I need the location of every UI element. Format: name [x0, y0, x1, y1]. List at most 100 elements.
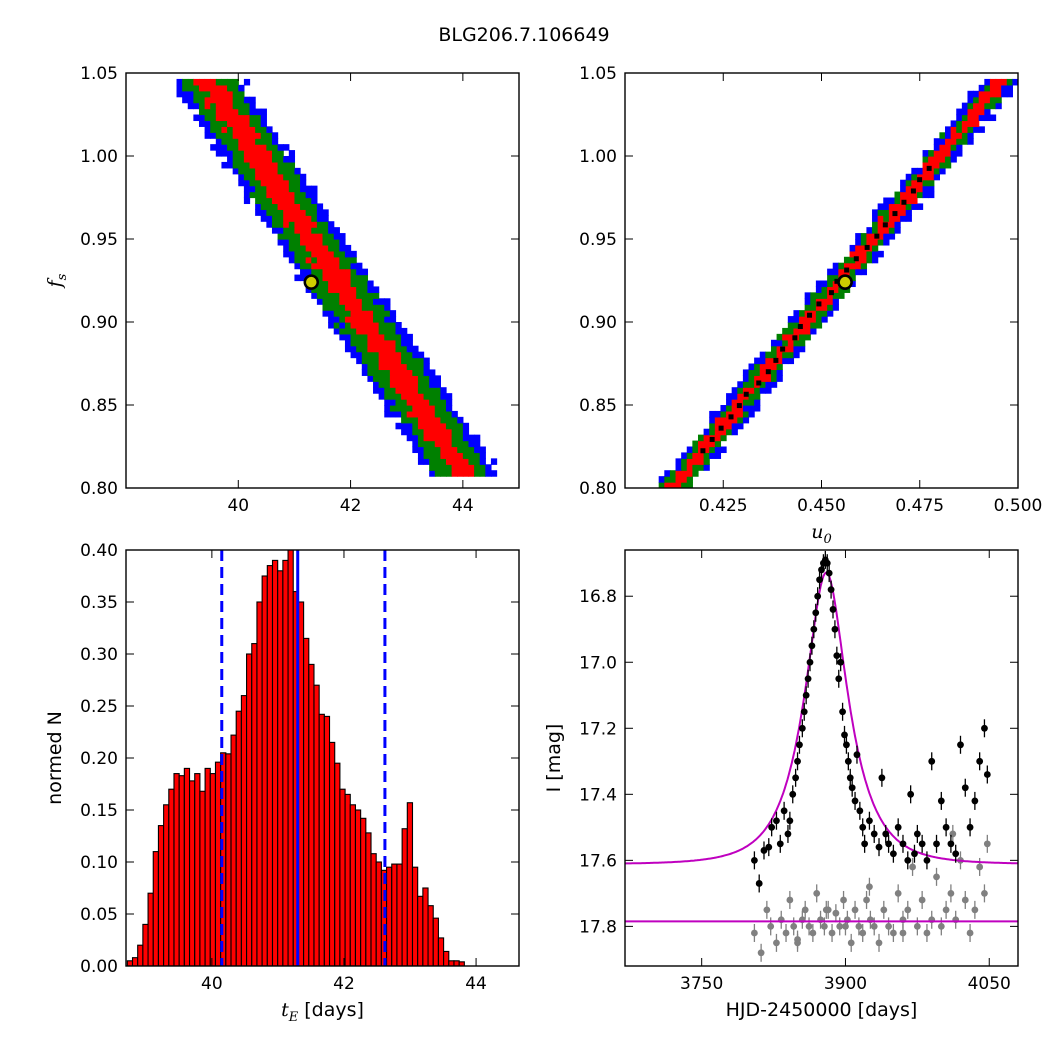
fs-te-cell: [361, 339, 369, 347]
fs-te-cell: [333, 250, 340, 258]
fs-te-cell: [350, 322, 357, 329]
te-hist-xlabel-symbol: t: [281, 999, 289, 1021]
fs-te-cell: [328, 262, 335, 270]
fs-te-cell: [429, 440, 436, 448]
fs-u0-cell: [787, 357, 795, 365]
fs-te-cell: [277, 203, 284, 210]
fs-te-cell: [277, 156, 284, 163]
fs-te-cell: [227, 102, 234, 110]
fs-u0-cell: [866, 233, 873, 240]
fs-te-cell: [249, 108, 256, 116]
te-hist-xtick-label: 44: [465, 974, 487, 994]
fs-u0-cell: [894, 203, 901, 210]
black-data-point: [961, 784, 969, 792]
fs-te-cell: [294, 203, 301, 210]
fs-te-cell: [395, 399, 402, 406]
fs-u0-cell: [765, 357, 772, 365]
fs-u0-cell: [681, 464, 688, 471]
black-data-point: [981, 724, 988, 732]
fs-te-cell: [283, 197, 290, 205]
fs-u0-cell: [849, 262, 856, 270]
fs-te-cell: [440, 434, 447, 442]
fs-u0-cell: [669, 482, 677, 488]
fs-u0-cell: [821, 292, 828, 299]
fs-te-cell: [328, 268, 335, 276]
fs-te-cell: [384, 410, 391, 418]
fs-te-cell: [429, 387, 436, 394]
fs-te-cell: [446, 405, 453, 412]
fs-u0-cell: [989, 102, 997, 110]
fs-u0-cell: [827, 286, 834, 293]
fs-u0-cell: [714, 416, 722, 424]
fs-te-cell: [288, 250, 296, 258]
fs-u0-cell: [989, 96, 997, 104]
fs-te-cell: [260, 114, 267, 122]
fs-u0-cell: [815, 322, 823, 329]
figure-title: BLG206.7.106649: [438, 24, 609, 46]
fs-te-cell: [446, 416, 453, 424]
fs-te-cell: [294, 197, 301, 205]
black-data-point: [923, 856, 931, 864]
fs-te-cell: [260, 108, 267, 116]
fs-te-cell: [204, 132, 211, 139]
fs-u0-cell: [821, 280, 828, 288]
fs-te-cell: [271, 132, 279, 139]
fs-u0-cell: [799, 327, 806, 335]
fs-u0-cell: [922, 185, 929, 193]
fs-te-cell: [401, 422, 408, 430]
gray-data-point: [790, 922, 798, 930]
fs-u0-cell: [804, 333, 811, 341]
fs-u0-cell: [945, 161, 952, 169]
fs-te-cell: [288, 179, 296, 187]
fs-u0-dense-cell: [756, 380, 762, 386]
fs-te-cell: [339, 333, 346, 341]
histogram-bar: [365, 832, 372, 966]
fs-u0-cell: [810, 304, 817, 311]
fs-u0-cell: [950, 138, 957, 145]
fs-te-cell: [232, 84, 239, 92]
fs-u0-xlabel: u0: [811, 521, 832, 547]
fs-u0-dense-cell: [828, 290, 834, 296]
fs-te-cell: [187, 90, 194, 98]
fs-u0-cell: [872, 256, 879, 264]
fs-te-cell: [423, 416, 430, 424]
fs-te-cell: [288, 227, 296, 234]
fs-te-cell: [305, 203, 312, 210]
fs-u0-cell: [759, 381, 766, 388]
fs-te-cell: [339, 233, 346, 240]
fs-u0-cell: [922, 191, 929, 199]
fs-te-cell: [227, 78, 234, 86]
histogram-bar: [334, 762, 341, 966]
fs-u0-cell: [905, 209, 912, 216]
fs-te-cell: [356, 339, 363, 347]
fs-te-cell: [384, 357, 391, 365]
fs-te-cell: [344, 333, 352, 341]
fs-te-cell: [283, 239, 290, 246]
fs-te-cell: [294, 179, 301, 187]
fs-te-cell: [277, 227, 284, 234]
fs-u0-cell: [675, 476, 682, 483]
fs-u0-cell: [821, 310, 828, 317]
fs-te-cell: [395, 322, 402, 329]
fs-u0-dense-cell: [882, 222, 888, 228]
fs-te-cell: [373, 363, 380, 371]
fs-u0-cell: [984, 96, 991, 104]
fs-te-cell: [373, 339, 380, 347]
fs-u0-cell: [658, 476, 665, 483]
fs-vs-u0-heatmap: 0.425 0.450 0.475 0.5000.800.850.900.951.00…: [579, 64, 1042, 547]
fs-te-cell: [328, 298, 335, 305]
fs-u0-cell: [754, 387, 761, 394]
fs-u0-cell: [905, 191, 912, 199]
fs-u0-cell: [967, 108, 974, 116]
fs-te-cell: [389, 333, 397, 341]
fs-u0-cell: [973, 120, 980, 127]
fs-te-cell: [434, 440, 441, 448]
fs-te-cell: [356, 280, 363, 288]
fs-u0-cell: [888, 197, 896, 205]
fs-te-cell: [356, 327, 363, 335]
fs-te-cell: [389, 345, 397, 353]
fs-te-cell: [333, 322, 340, 329]
fs-u0-cell: [872, 227, 879, 234]
gray-data-point: [836, 922, 844, 930]
fs-te-cell: [412, 422, 419, 430]
